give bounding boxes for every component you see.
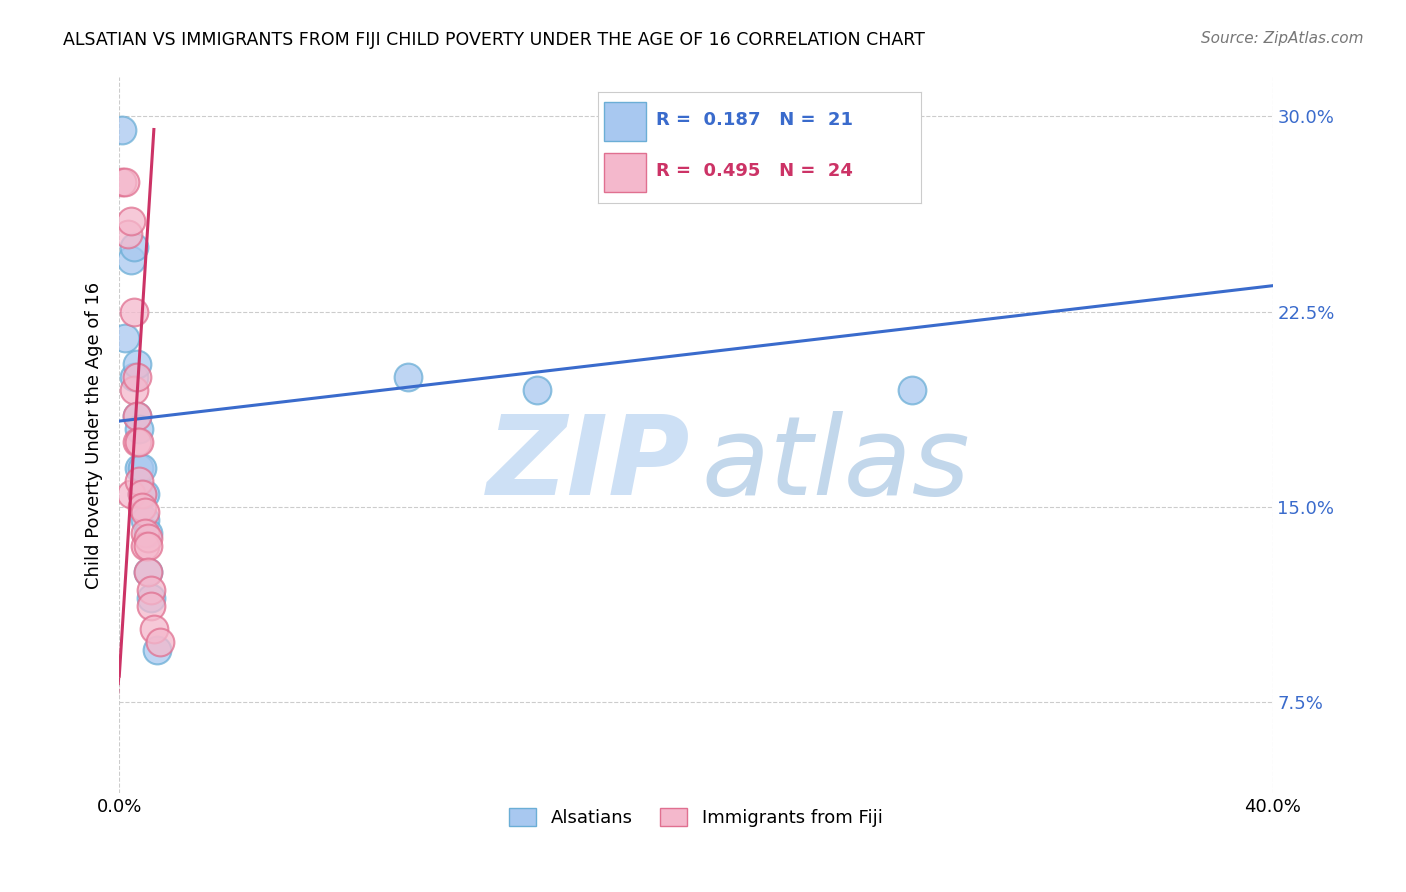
- Point: [125, 409, 148, 423]
- Point: [139, 599, 162, 613]
- Point: [136, 526, 159, 541]
- Point: [120, 487, 142, 501]
- Point: [125, 357, 148, 371]
- Text: Source: ZipAtlas.com: Source: ZipAtlas.com: [1201, 31, 1364, 46]
- Point: [134, 539, 156, 553]
- Point: [526, 383, 548, 397]
- Point: [114, 175, 136, 189]
- Point: [125, 409, 148, 423]
- Y-axis label: Child Poverty Under the Age of 16: Child Poverty Under the Age of 16: [86, 282, 103, 589]
- Point: [122, 369, 145, 384]
- Point: [122, 383, 145, 397]
- Point: [111, 122, 134, 136]
- Point: [139, 591, 162, 606]
- Point: [139, 583, 162, 598]
- Point: [125, 369, 148, 384]
- Point: [111, 175, 134, 189]
- Point: [901, 383, 924, 397]
- Point: [120, 213, 142, 227]
- Point: [125, 434, 148, 449]
- Point: [136, 565, 159, 579]
- Point: [136, 539, 159, 553]
- Point: [114, 331, 136, 345]
- Text: ZIP: ZIP: [486, 410, 690, 517]
- Text: atlas: atlas: [702, 410, 970, 517]
- Point: [136, 565, 159, 579]
- Point: [142, 623, 165, 637]
- Point: [134, 487, 156, 501]
- Point: [122, 304, 145, 318]
- Point: [396, 369, 419, 384]
- Text: ALSATIAN VS IMMIGRANTS FROM FIJI CHILD POVERTY UNDER THE AGE OF 16 CORRELATION C: ALSATIAN VS IMMIGRANTS FROM FIJI CHILD P…: [63, 31, 925, 49]
- Point: [145, 643, 167, 657]
- Point: [128, 474, 150, 488]
- Point: [128, 422, 150, 436]
- Point: [149, 635, 172, 649]
- Point: [134, 526, 156, 541]
- Point: [134, 505, 156, 519]
- Point: [120, 252, 142, 267]
- Point: [131, 487, 153, 501]
- Point: [128, 434, 150, 449]
- Point: [136, 531, 159, 545]
- Point: [117, 227, 139, 241]
- Point: [128, 461, 150, 475]
- Legend: Alsatians, Immigrants from Fiji: Alsatians, Immigrants from Fiji: [502, 801, 890, 834]
- Point: [131, 461, 153, 475]
- Point: [131, 487, 153, 501]
- Point: [131, 500, 153, 514]
- Point: [134, 513, 156, 527]
- Point: [122, 240, 145, 254]
